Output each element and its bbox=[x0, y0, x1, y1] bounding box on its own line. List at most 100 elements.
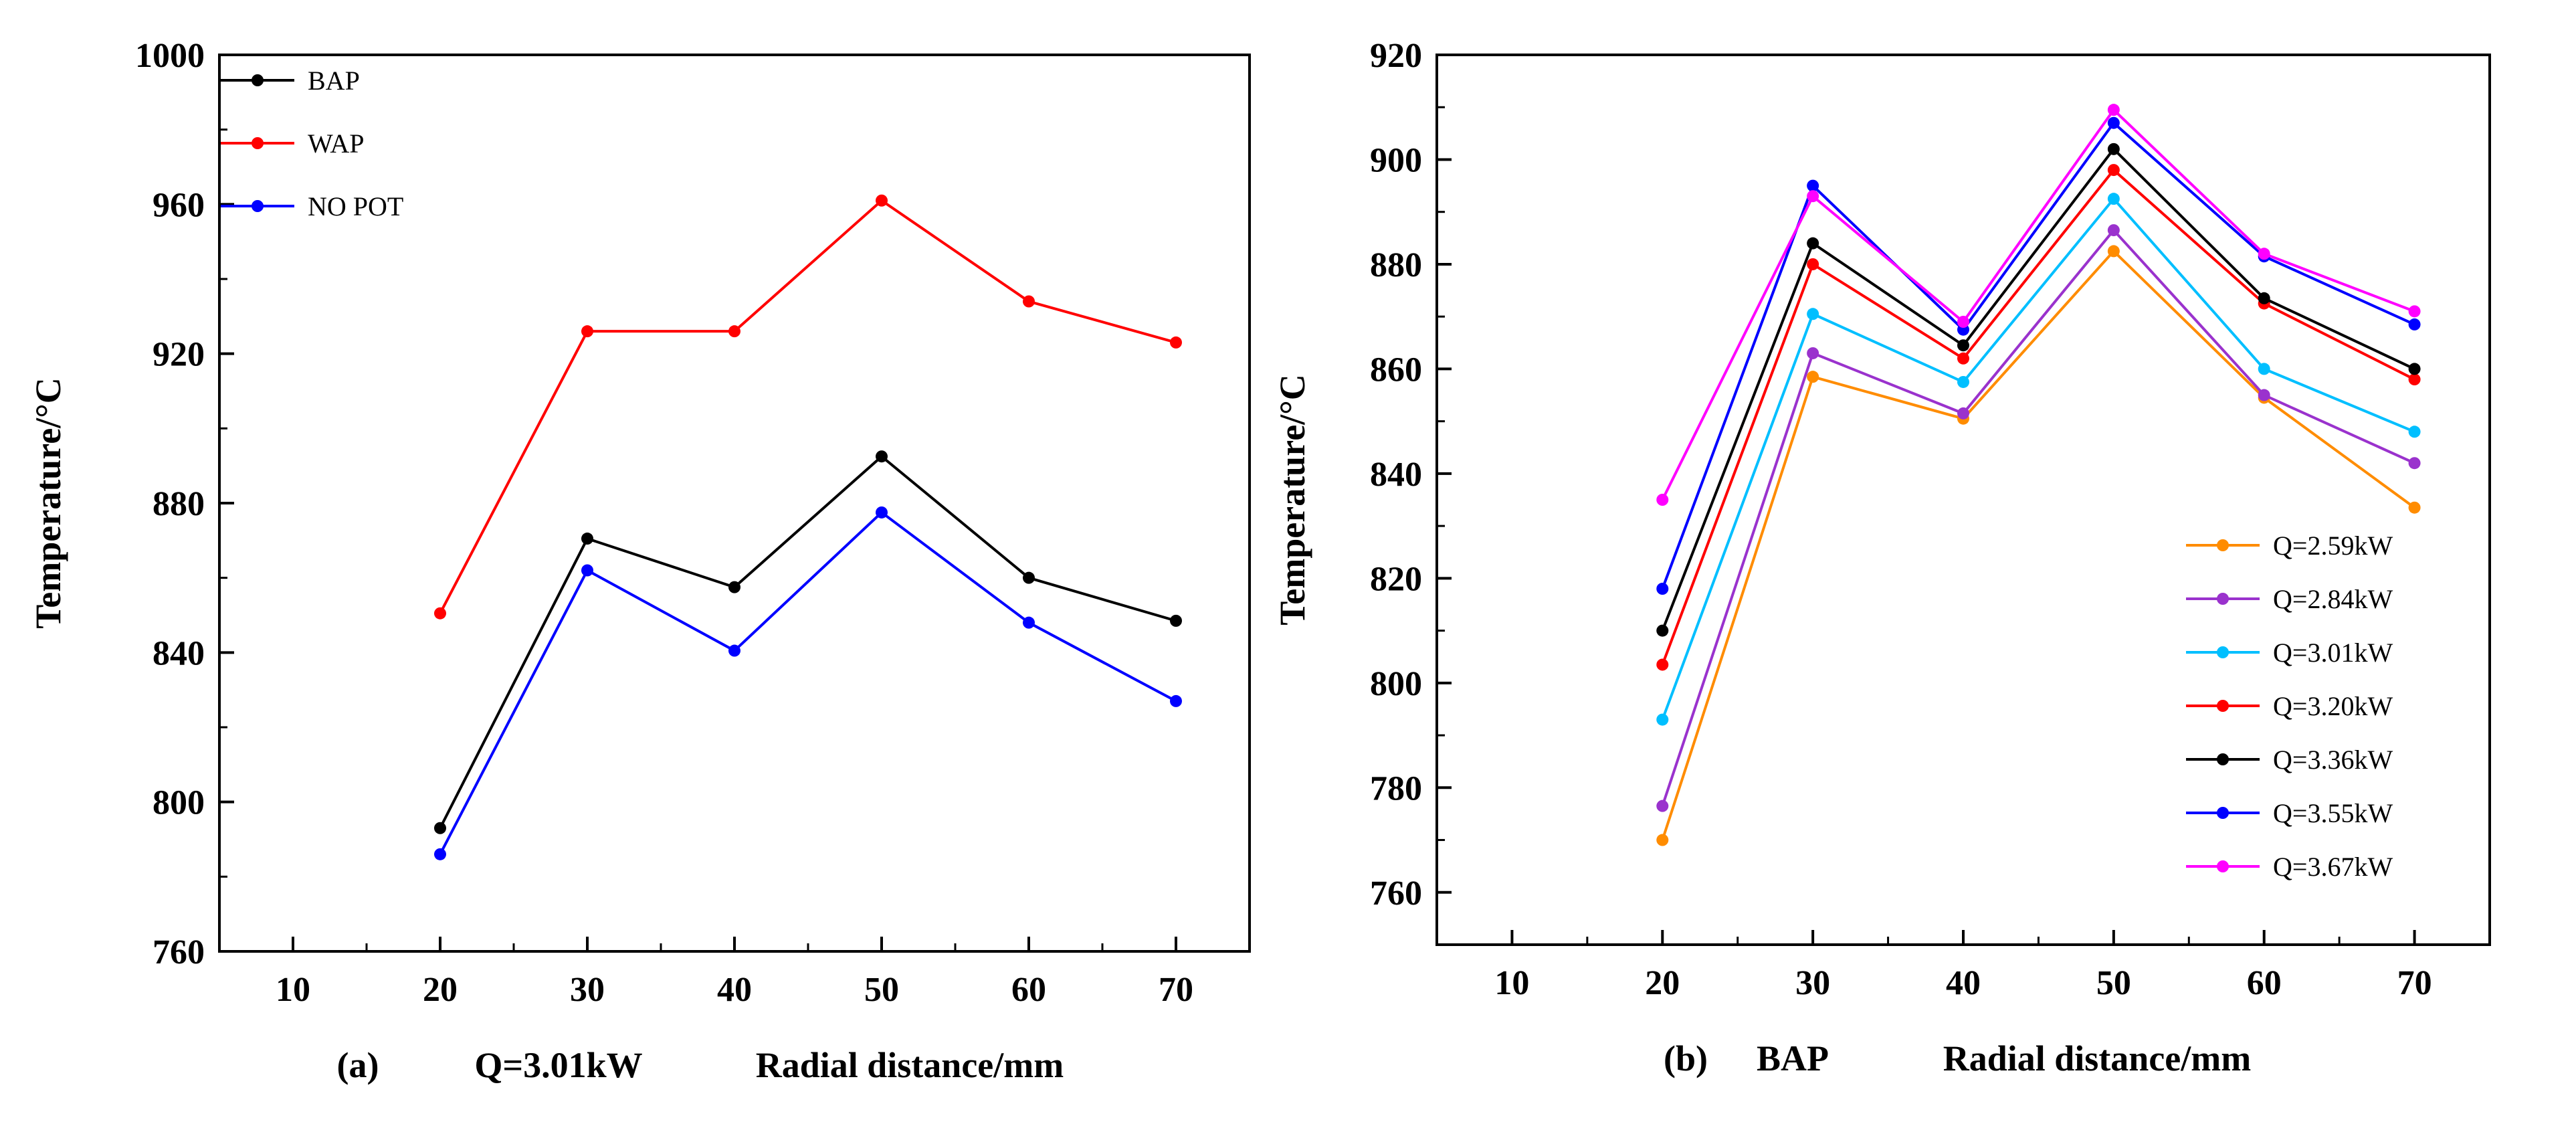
y-tick-label: 820 bbox=[1370, 560, 1422, 598]
legend-marker bbox=[2217, 807, 2229, 819]
data-point bbox=[2258, 389, 2270, 401]
legend-marker bbox=[2217, 539, 2229, 551]
data-point bbox=[1807, 347, 1819, 359]
data-point bbox=[581, 325, 593, 338]
data-point bbox=[1807, 190, 1819, 203]
x-tick-label: 10 bbox=[276, 971, 310, 1009]
y-tick-label: 880 bbox=[153, 485, 205, 523]
data-point bbox=[1170, 336, 1182, 349]
legend-marker bbox=[2217, 860, 2229, 872]
data-point bbox=[2258, 363, 2270, 375]
legend-label: Q=3.20kW bbox=[2273, 691, 2393, 721]
legend-marker bbox=[252, 74, 264, 86]
data-point bbox=[1807, 258, 1819, 270]
y-tick-label: 900 bbox=[1370, 141, 1422, 179]
legend-label: Q=3.67kW bbox=[2273, 852, 2393, 882]
data-point bbox=[1170, 694, 1182, 707]
legend-label: Q=2.84kW bbox=[2273, 584, 2393, 614]
y-tick-label: 1000 bbox=[135, 37, 205, 75]
x-tick-label: 40 bbox=[1946, 964, 1981, 1002]
data-point bbox=[434, 848, 446, 860]
data-point bbox=[2258, 248, 2270, 260]
legend-marker bbox=[2217, 753, 2229, 765]
data-point bbox=[728, 325, 740, 338]
x-tick-label: 20 bbox=[1645, 964, 1680, 1002]
y-tick-label: 760 bbox=[153, 933, 205, 971]
panel-condition: Q=3.01kW bbox=[474, 1045, 642, 1085]
series-line bbox=[1661, 147, 2415, 632]
series-wap: WAP bbox=[221, 128, 1182, 620]
y-axis-label: Temperature/°C bbox=[28, 377, 68, 629]
data-point bbox=[1656, 658, 1669, 671]
legend-label: Q=2.59kW bbox=[2273, 531, 2393, 561]
legend-label: Q=3.36kW bbox=[2273, 745, 2393, 775]
y-tick-label: 920 bbox=[153, 336, 205, 374]
legend-label: NO POT bbox=[308, 191, 403, 221]
data-point bbox=[1807, 237, 1819, 250]
series-line bbox=[1661, 228, 2415, 807]
series-q-3-55kw: Q=3.55kW bbox=[1656, 116, 2421, 828]
legend-marker bbox=[2217, 593, 2229, 605]
data-point bbox=[728, 581, 740, 593]
y-tick-label: 920 bbox=[1370, 37, 1422, 75]
data-point bbox=[2107, 104, 2120, 116]
plot-frame bbox=[218, 54, 1251, 953]
series-line bbox=[1661, 197, 2415, 721]
x-axis-label: Radial distance/mm bbox=[756, 1045, 1064, 1085]
data-point bbox=[2107, 143, 2120, 155]
x-tick-label: 70 bbox=[1159, 971, 1193, 1009]
data-point bbox=[2107, 164, 2120, 177]
data-point bbox=[1656, 494, 1669, 506]
data-point bbox=[581, 564, 593, 577]
x-tick-label: 40 bbox=[717, 971, 752, 1009]
y-tick-label: 780 bbox=[1370, 769, 1422, 808]
legend-label: Q=3.01kW bbox=[2273, 638, 2393, 668]
x-tick-label: 20 bbox=[423, 971, 458, 1009]
x-tick-label: 50 bbox=[864, 971, 899, 1009]
series-line bbox=[1661, 249, 2415, 841]
data-point bbox=[1807, 179, 1819, 192]
series-bap: BAP bbox=[221, 66, 1182, 834]
data-point bbox=[1023, 295, 1035, 308]
data-point bbox=[581, 533, 593, 545]
series-q-3-67kw: Q=3.67kW bbox=[1656, 104, 2421, 882]
panel-label: (a) bbox=[337, 1045, 379, 1085]
legend-label: WAP bbox=[308, 128, 364, 159]
series-q-3-01kw: Q=3.01kW bbox=[1656, 193, 2421, 726]
data-point bbox=[2408, 501, 2421, 514]
y-tick-label: 880 bbox=[1370, 246, 1422, 284]
y-tick-label: 800 bbox=[153, 784, 205, 822]
chart-panel-b: 10 20 30 40 50 60 70 760 780 800 820 840 860 880 900 92… bbox=[1272, 37, 2491, 1078]
data-point bbox=[2408, 457, 2421, 470]
y-tick-label: 960 bbox=[153, 186, 205, 224]
y-tick-label: 760 bbox=[1370, 874, 1422, 913]
series-line bbox=[1661, 168, 2415, 666]
data-point bbox=[2408, 363, 2421, 375]
data-point bbox=[1807, 371, 1819, 383]
x-axis-label: Radial distance/mm bbox=[1943, 1038, 2252, 1078]
data-point bbox=[1656, 583, 1669, 595]
x-tick-label: 30 bbox=[570, 971, 605, 1009]
x-tick-label: 30 bbox=[1795, 964, 1830, 1002]
data-point bbox=[1170, 614, 1182, 627]
data-point bbox=[1957, 407, 1969, 419]
data-point bbox=[1656, 800, 1669, 812]
data-point bbox=[1957, 339, 1969, 352]
legend-label: BAP bbox=[308, 66, 360, 96]
x-tick-label: 10 bbox=[1494, 964, 1529, 1002]
series-q-3-20kw: Q=3.20kW bbox=[1656, 164, 2421, 721]
series-line bbox=[439, 510, 1177, 855]
series-line bbox=[439, 199, 1177, 614]
x-tick-label: 60 bbox=[2247, 964, 2282, 1002]
data-point bbox=[2408, 426, 2421, 438]
panel-condition: BAP bbox=[1757, 1038, 1829, 1078]
series-no-pot: NO POT bbox=[221, 191, 1182, 860]
series-line bbox=[1661, 120, 2415, 589]
data-point bbox=[1957, 375, 1969, 388]
data-point bbox=[434, 822, 446, 834]
series-q-3-36kw: Q=3.36kW bbox=[1656, 143, 2421, 775]
legend-label: Q=3.55kW bbox=[2273, 798, 2393, 828]
legend-marker bbox=[2217, 646, 2229, 658]
data-point bbox=[2408, 373, 2421, 386]
